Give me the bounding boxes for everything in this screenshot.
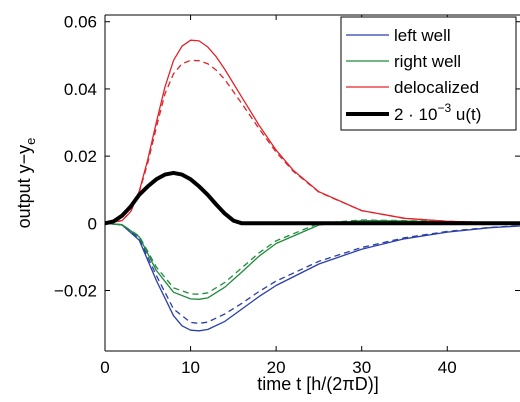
x-tick-label: 40 — [438, 358, 457, 377]
y-tick-label: 0.06 — [64, 13, 97, 32]
series-line-2-10-3-u-t-thick — [105, 170, 520, 226]
legend-label-control: 2 · 10−3 u(t) — [394, 101, 481, 124]
series-line-left-well-solid — [105, 222, 520, 332]
series-line-delocalized-solid — [105, 39, 520, 224]
legend: left well right well delocalized 2 · 10−… — [340, 16, 517, 131]
x-tick-label: 30 — [352, 358, 371, 377]
x-tick-label: 10 — [181, 358, 200, 377]
legend-label-left-well: left well — [394, 26, 451, 45]
x-axis-label-pi: π — [342, 374, 354, 394]
legend-label-delocalized: delocalized — [394, 78, 479, 97]
x-tick-label: 20 — [267, 358, 286, 377]
y-tick-label: 0 — [88, 214, 97, 233]
y-tick-label: 0.02 — [64, 147, 97, 166]
y-axis-label-subscript: e — [23, 138, 38, 145]
y-tick-label: 0.04 — [64, 80, 97, 99]
y-tick-label: −0.02 — [54, 282, 97, 301]
legend-label-control-exponent: −3 — [437, 101, 451, 115]
series-layer — [105, 39, 520, 332]
series-line-left-well-dashed — [105, 222, 520, 325]
series-line-right-well-dashed — [105, 219, 520, 295]
legend-label-right-well: right well — [394, 52, 461, 71]
y-axis-label: output y−ye — [14, 138, 38, 229]
ticks-layer: 0 10 20 30 40 −0.02 0 0.02 0.04 0.06 — [54, 13, 520, 377]
x-tick-label: 0 — [100, 358, 109, 377]
legend-box — [340, 16, 517, 131]
x-axis-label: time t [h/(2πD)] — [257, 374, 378, 394]
